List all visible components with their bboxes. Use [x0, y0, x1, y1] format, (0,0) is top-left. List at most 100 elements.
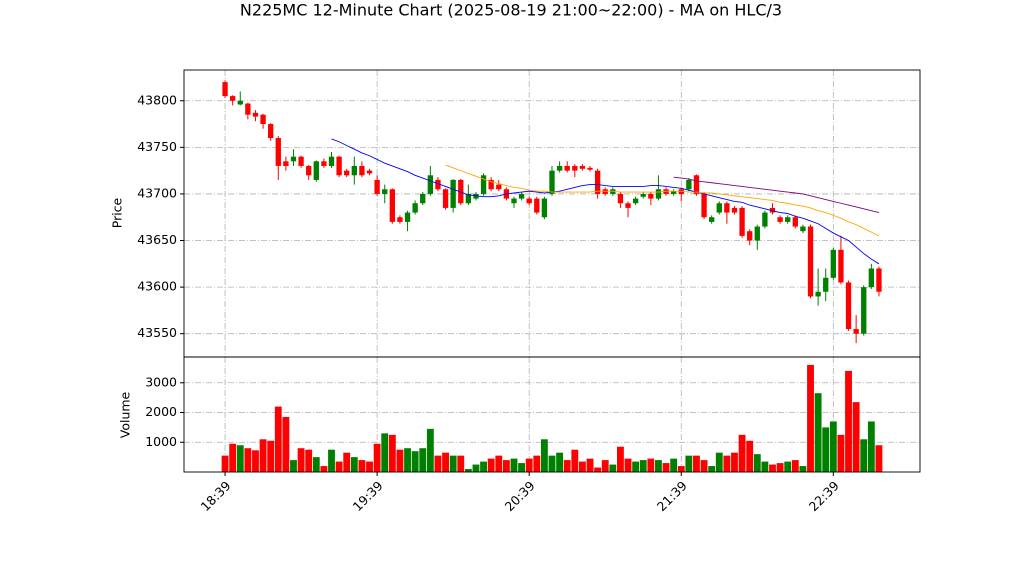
- candle-body: [587, 167, 593, 170]
- volume-bar: [700, 460, 708, 472]
- candle-body: [701, 193, 707, 218]
- candle-body: [838, 249, 844, 283]
- candle-body: [632, 198, 639, 204]
- y-tick-label: 43700: [137, 185, 177, 200]
- y-tick-label: 1000: [145, 434, 177, 449]
- candle-body: [693, 175, 700, 194]
- candle-body: [465, 193, 472, 204]
- volume-bar: [320, 466, 328, 472]
- y-tick-label: 43600: [137, 279, 177, 294]
- volume-bar: [601, 460, 609, 472]
- candle-body: [298, 156, 304, 166]
- candle-body: [321, 161, 327, 166]
- volume-bar: [464, 469, 472, 472]
- candle-body: [861, 287, 867, 334]
- volume-bar: [632, 461, 640, 472]
- volume-bar: [411, 451, 419, 472]
- candle-body: [830, 249, 836, 278]
- candle-body: [670, 191, 677, 194]
- candle-body: [845, 282, 852, 330]
- candle-body: [868, 268, 874, 288]
- volume-bar: [396, 449, 404, 472]
- volume-bar: [563, 460, 571, 472]
- volume-bar: [647, 458, 655, 472]
- volume-bar: [814, 393, 822, 472]
- volume-bar: [761, 461, 769, 472]
- candle-body: [655, 189, 662, 199]
- volume-bar: [685, 455, 693, 472]
- candle-body: [313, 161, 319, 180]
- y-tick-label: 43550: [137, 325, 177, 340]
- volume-bar: [358, 460, 366, 472]
- volume-bar: [852, 402, 860, 472]
- candle-body: [564, 165, 570, 171]
- volume-bar: [297, 448, 305, 472]
- candle-body: [237, 100, 243, 105]
- candle-body: [420, 193, 426, 204]
- candle-body: [450, 179, 456, 208]
- volume-bar: [449, 455, 457, 472]
- volume-bar: [829, 421, 837, 472]
- candle-body: [762, 212, 768, 227]
- candle-body: [747, 231, 753, 241]
- candle-body: [222, 82, 228, 97]
- candle-body: [366, 170, 373, 174]
- volume-bar: [472, 464, 480, 472]
- candle-body: [480, 175, 487, 194]
- candle-body: [785, 217, 791, 222]
- candle-body: [815, 291, 821, 297]
- volume-bar: [715, 452, 723, 472]
- candle-body: [541, 198, 548, 218]
- candle-body: [496, 184, 502, 190]
- volume-bar: [434, 455, 442, 472]
- candle-body: [579, 165, 586, 169]
- y-axis-label: Volume: [118, 391, 133, 438]
- volume-bar: [677, 466, 685, 472]
- volume-bar: [594, 467, 602, 472]
- volume-bar: [708, 466, 716, 472]
- volume-bar: [571, 449, 579, 472]
- volume-bar: [875, 445, 883, 472]
- volume-bar: [556, 452, 564, 472]
- candle-body: [602, 189, 608, 194]
- y-tick-label: 3000: [145, 374, 177, 389]
- candle-body: [336, 156, 342, 176]
- volume-bar: [776, 463, 784, 472]
- volume-bar: [350, 457, 358, 472]
- candle-body: [306, 165, 312, 176]
- candle-body: [382, 189, 388, 194]
- volume-bar: [480, 461, 487, 472]
- candle-body: [389, 189, 395, 222]
- volume-bar: [381, 433, 389, 472]
- volume-bar: [518, 463, 526, 472]
- volume-bar: [723, 455, 731, 472]
- x-tick-label: 20:39: [502, 478, 538, 514]
- candle-body: [792, 217, 798, 227]
- volume-bar: [639, 460, 647, 472]
- volume-bar: [426, 428, 434, 472]
- volume-bar: [290, 460, 297, 472]
- candle-body: [351, 165, 357, 176]
- volume-bar: [502, 460, 510, 472]
- volume-bar: [457, 455, 465, 472]
- candle-body: [678, 189, 684, 194]
- candle-body: [412, 203, 418, 213]
- volume-bar: [525, 458, 533, 472]
- candle-body: [610, 189, 616, 194]
- volume-bar: [731, 452, 738, 472]
- x-tick-label: 21:39: [654, 478, 690, 514]
- x-tick-label: 19:39: [350, 478, 386, 514]
- candle-body: [245, 103, 251, 115]
- volume-bar: [259, 439, 267, 472]
- candle-body: [518, 193, 525, 199]
- candle-body: [374, 179, 380, 194]
- x-tick-label: 18:39: [198, 478, 234, 514]
- volume-bar: [419, 448, 427, 472]
- y-tick-label: 43800: [137, 92, 177, 107]
- candle-body: [260, 114, 266, 125]
- candle-body: [344, 170, 350, 176]
- candle-body: [823, 277, 829, 292]
- volume-bar: [548, 455, 556, 472]
- candle-body: [404, 212, 411, 222]
- volume-bar: [282, 416, 290, 472]
